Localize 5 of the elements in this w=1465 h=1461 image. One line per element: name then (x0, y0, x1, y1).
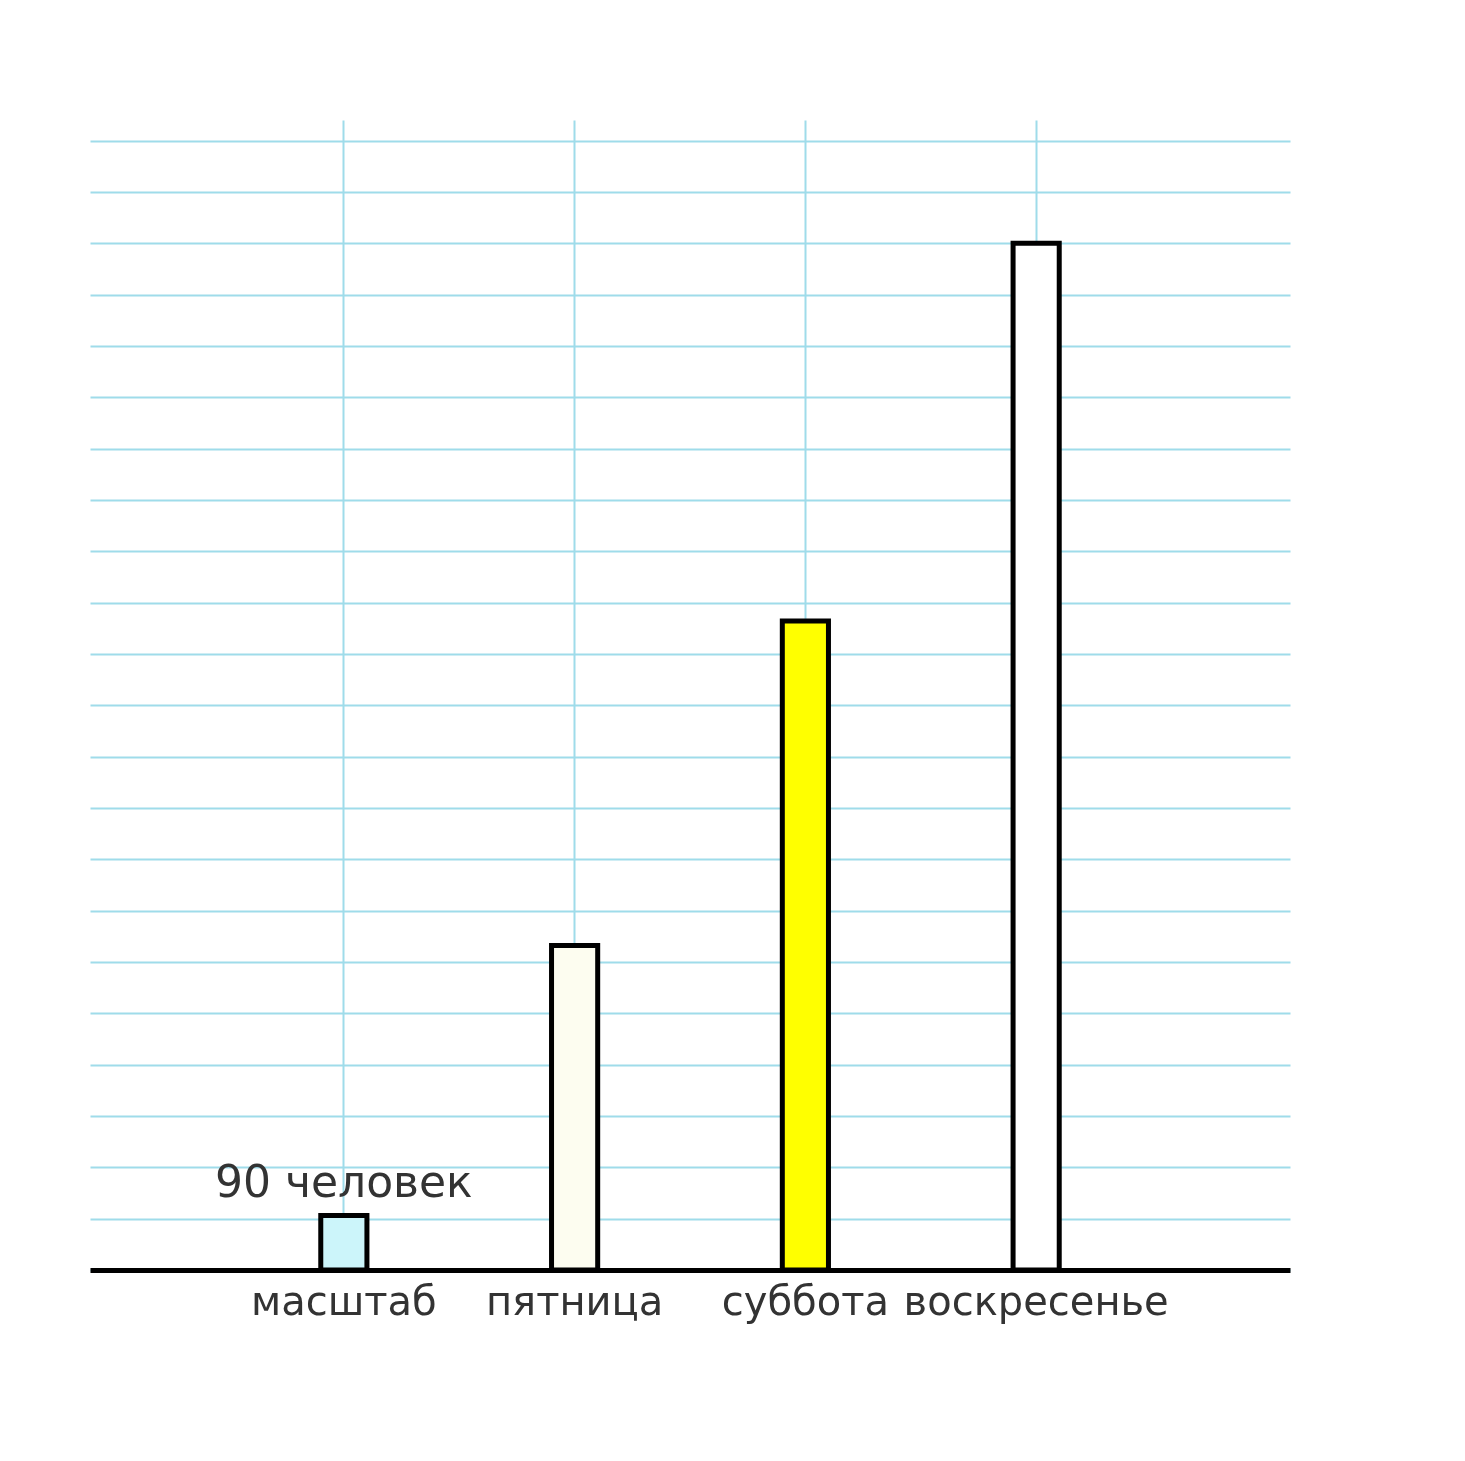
x-tick-label: суббота (721, 1277, 890, 1324)
x-tick-label: пятница (485, 1277, 664, 1324)
x-tick-label: масштаб (250, 1277, 437, 1324)
x-tick-label: воскресенье (903, 1277, 1169, 1324)
annotation: 90 человек (215, 1155, 473, 1207)
